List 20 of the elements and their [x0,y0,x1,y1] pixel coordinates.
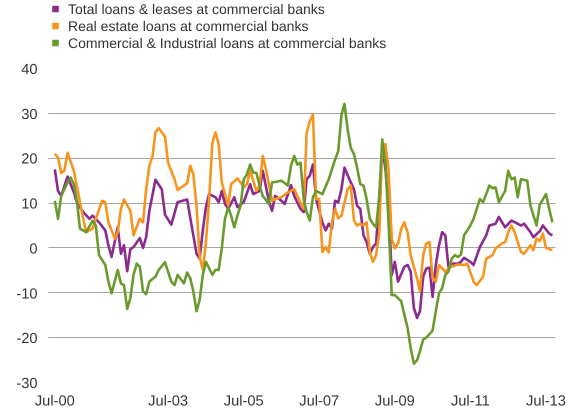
y-tick-label: 20 [21,152,38,168]
legend-label: Commercial & Industrial loans at commercial banks [68,34,386,51]
legend-label: Total loans & leases at commercial banks [68,0,325,17]
x-tick-label: Jul-07 [299,394,340,410]
y-tick-label: 0 [29,241,38,258]
legend-label: Real estate loans at commercial banks [68,17,308,34]
line-series [54,102,554,365]
x-tick-label: Jul-09 [374,394,415,410]
y-tick-label: -10 [16,286,38,302]
line-series [54,113,554,293]
y-tick-label: -30 [16,376,38,392]
y-tick-label: 40 [21,62,38,78]
x-tick-label: Jul-13 [526,394,566,410]
x-tick-label: Jul-05 [224,394,264,410]
x-tick-label: Jul-11 [450,394,490,410]
x-tick-label: Jul-00 [34,394,75,410]
x-tick-label: Jul-03 [148,394,188,410]
y-tick-label: 10 [21,196,38,213]
y-tick-label: 30 [21,106,38,123]
y-tick-label: -20 [16,331,38,348]
